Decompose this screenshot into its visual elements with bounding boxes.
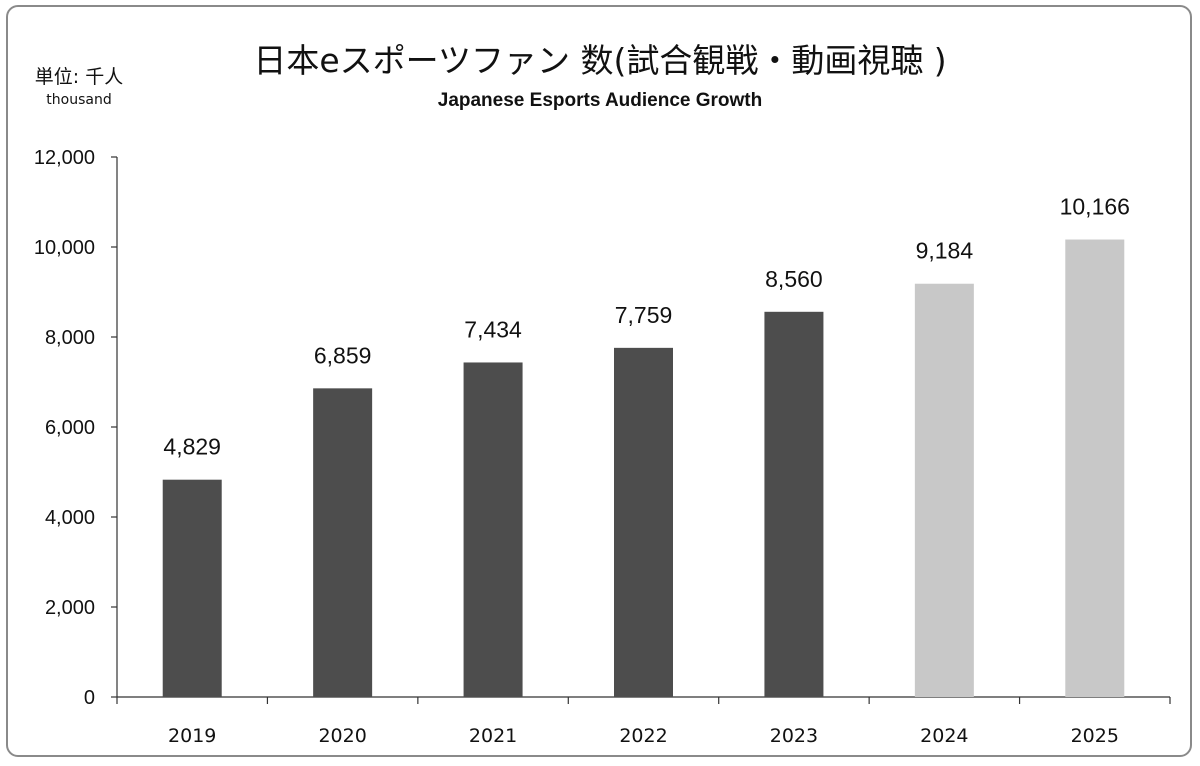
x-tick-label: 2020 xyxy=(318,725,366,747)
bar-2020 xyxy=(313,388,373,697)
bar-2021 xyxy=(463,362,523,697)
y-tick-label: 0 xyxy=(84,687,95,709)
chart-subtitle: Japanese Esports Audience Growth xyxy=(437,90,763,111)
data-label-2020: 6,859 xyxy=(314,342,372,368)
bar-2024 xyxy=(914,283,974,697)
y-axis-unit-english: thousand xyxy=(46,92,112,108)
data-label-2023: 8,560 xyxy=(765,266,823,292)
data-label-2022: 7,759 xyxy=(615,302,673,328)
x-tick-label: 2024 xyxy=(920,725,968,747)
y-axis-unit: 単位: 千人 xyxy=(34,66,124,88)
y-tick-label: 4,000 xyxy=(45,507,95,529)
y-tick-label: 2,000 xyxy=(45,597,95,619)
x-tick-label: 2025 xyxy=(1071,725,1119,747)
y-tick-label: 10,000 xyxy=(34,237,95,259)
x-tick-label: 2023 xyxy=(770,725,818,747)
chart-title: 日本eスポーツファン 数(試合観戦・動画視聴 ) xyxy=(253,41,947,80)
data-label-2019: 4,829 xyxy=(163,434,221,460)
y-tick-label: 8,000 xyxy=(45,327,95,349)
y-tick-label: 12,000 xyxy=(34,147,95,169)
data-label-2025: 10,166 xyxy=(1060,194,1130,220)
bar-2025 xyxy=(1065,239,1125,697)
data-label-2024: 9,184 xyxy=(916,238,974,264)
data-label-2021: 7,434 xyxy=(464,316,522,342)
bar-2019 xyxy=(162,479,222,697)
y-tick-label: 6,000 xyxy=(45,417,95,439)
bar-2023 xyxy=(764,311,824,697)
x-tick-label: 2019 xyxy=(168,725,216,747)
bar-2022 xyxy=(614,347,673,697)
x-tick-label: 2022 xyxy=(619,725,667,747)
x-tick-label: 2021 xyxy=(469,725,517,747)
